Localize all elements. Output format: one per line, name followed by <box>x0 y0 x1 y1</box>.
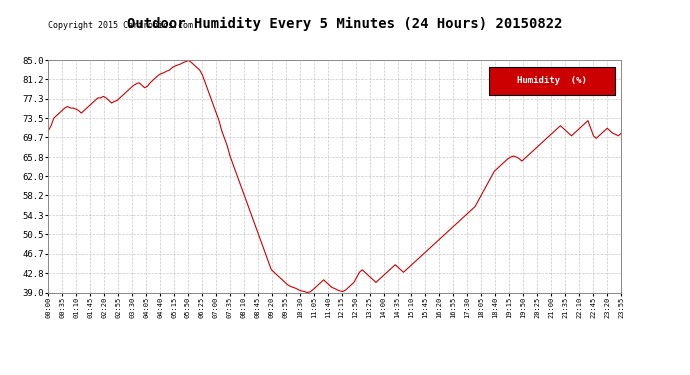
Text: Copyright 2015 Cartronics.com: Copyright 2015 Cartronics.com <box>48 21 193 30</box>
FancyBboxPatch shape <box>489 67 615 95</box>
Text: Outdoor Humidity Every 5 Minutes (24 Hours) 20150822: Outdoor Humidity Every 5 Minutes (24 Hou… <box>127 17 563 31</box>
Text: Humidity  (%): Humidity (%) <box>518 76 587 86</box>
